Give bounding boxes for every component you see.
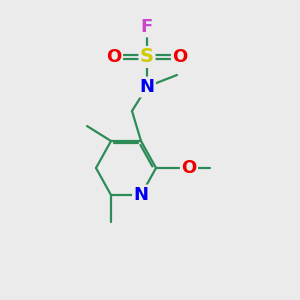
Text: O: O xyxy=(106,48,122,66)
Text: F: F xyxy=(141,18,153,36)
Text: O: O xyxy=(172,48,188,66)
Text: N: N xyxy=(140,78,154,96)
Text: O: O xyxy=(182,159,196,177)
Text: N: N xyxy=(134,186,148,204)
Text: S: S xyxy=(140,47,154,67)
